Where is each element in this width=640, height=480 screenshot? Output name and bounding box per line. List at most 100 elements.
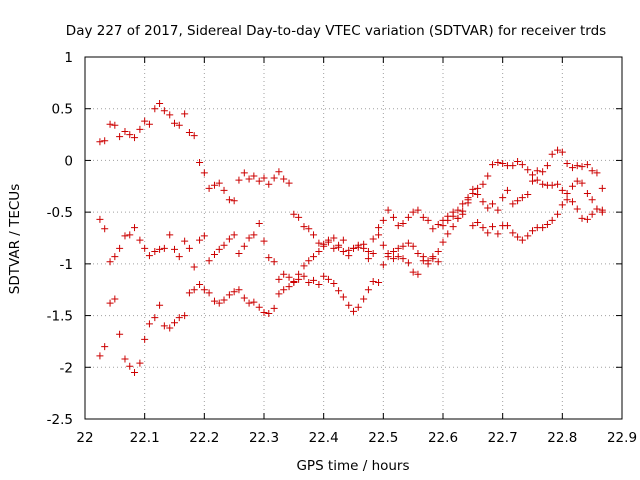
data-point bbox=[116, 133, 124, 141]
y-tick-label: -1.5 bbox=[47, 309, 73, 325]
data-point bbox=[479, 224, 487, 232]
data-point bbox=[200, 232, 208, 240]
data-point bbox=[324, 275, 332, 283]
data-point bbox=[285, 283, 293, 291]
data-point bbox=[260, 174, 268, 182]
data-point bbox=[171, 319, 178, 327]
data-point bbox=[479, 198, 487, 206]
data-point bbox=[543, 221, 551, 229]
data-point bbox=[190, 132, 198, 140]
y-tick-label: -2.5 bbox=[47, 412, 73, 428]
data-point bbox=[171, 119, 178, 127]
data-point bbox=[583, 190, 591, 198]
data-point bbox=[196, 158, 204, 166]
plot-frame bbox=[84, 56, 623, 420]
data-point bbox=[503, 222, 511, 230]
data-point bbox=[225, 196, 233, 204]
data-point bbox=[409, 242, 417, 250]
x-tick-label: 22.4 bbox=[309, 430, 339, 446]
data-point bbox=[181, 312, 189, 320]
data-point bbox=[459, 200, 467, 208]
data-point bbox=[434, 247, 442, 255]
data-point bbox=[136, 125, 144, 133]
data-point bbox=[548, 181, 556, 189]
data-point bbox=[300, 223, 308, 231]
data-point bbox=[588, 167, 596, 175]
y-axis-ticks: 1 0.5 0 -0.5 -1 -1.5 -2 -2.5 bbox=[47, 50, 622, 428]
data-point bbox=[375, 278, 383, 286]
data-point bbox=[399, 242, 407, 250]
data-point bbox=[121, 232, 129, 240]
data-point bbox=[339, 293, 347, 301]
data-point bbox=[583, 215, 591, 223]
data-point bbox=[196, 236, 204, 244]
data-point bbox=[384, 206, 392, 214]
y-tick-label: 1 bbox=[64, 50, 73, 66]
data-point bbox=[499, 194, 507, 202]
data-point bbox=[345, 301, 353, 309]
data-point bbox=[524, 166, 532, 174]
data-point bbox=[131, 224, 139, 232]
data-point bbox=[573, 205, 581, 213]
data-point bbox=[126, 131, 134, 139]
data-point bbox=[394, 222, 402, 230]
data-point bbox=[255, 177, 263, 185]
data-point bbox=[160, 322, 168, 330]
data-point bbox=[484, 229, 492, 237]
data-point bbox=[131, 134, 139, 142]
data-point bbox=[250, 298, 258, 306]
data-point bbox=[245, 234, 253, 242]
data-point bbox=[414, 250, 422, 258]
data-point bbox=[151, 314, 159, 322]
data-point bbox=[539, 168, 547, 176]
x-axis-label: GPS time / hours bbox=[296, 458, 409, 474]
data-point bbox=[469, 222, 477, 230]
data-point bbox=[300, 272, 308, 280]
data-point bbox=[384, 253, 392, 261]
data-point bbox=[126, 362, 134, 370]
data-point bbox=[369, 235, 377, 243]
data-point bbox=[414, 206, 422, 214]
data-point bbox=[275, 290, 283, 298]
data-point bbox=[136, 359, 144, 367]
data-point bbox=[339, 236, 347, 244]
data-point bbox=[588, 210, 596, 218]
data-point bbox=[220, 186, 228, 194]
data-point bbox=[126, 231, 134, 239]
data-point bbox=[230, 197, 238, 205]
data-point bbox=[399, 220, 407, 228]
data-point bbox=[484, 204, 492, 212]
data-point bbox=[429, 253, 437, 261]
data-point bbox=[215, 299, 223, 307]
data-point bbox=[235, 176, 243, 184]
data-point bbox=[106, 258, 114, 266]
data-point bbox=[369, 250, 377, 258]
data-point bbox=[389, 213, 397, 221]
data-point bbox=[265, 254, 273, 262]
data-point bbox=[454, 214, 462, 222]
data-point bbox=[389, 247, 397, 255]
data-point bbox=[364, 247, 372, 255]
data-point bbox=[364, 286, 372, 294]
data-point bbox=[175, 314, 183, 322]
data-point bbox=[280, 270, 288, 278]
data-point bbox=[459, 210, 467, 218]
data-point bbox=[111, 253, 119, 261]
data-point bbox=[533, 167, 541, 175]
data-point bbox=[454, 206, 462, 214]
data-point bbox=[568, 198, 576, 206]
data-point bbox=[310, 231, 318, 239]
data-point bbox=[290, 278, 298, 286]
data-point bbox=[101, 137, 109, 145]
data-point bbox=[573, 162, 581, 170]
data-point bbox=[166, 324, 174, 332]
data-point bbox=[369, 277, 377, 285]
data-point bbox=[131, 368, 139, 376]
data-point bbox=[285, 273, 293, 281]
data-point bbox=[185, 129, 193, 137]
data-point bbox=[404, 259, 412, 267]
data-point bbox=[185, 244, 193, 252]
data-point bbox=[533, 176, 541, 184]
y-tick-label: 0.5 bbox=[52, 102, 73, 118]
data-point bbox=[364, 255, 372, 263]
